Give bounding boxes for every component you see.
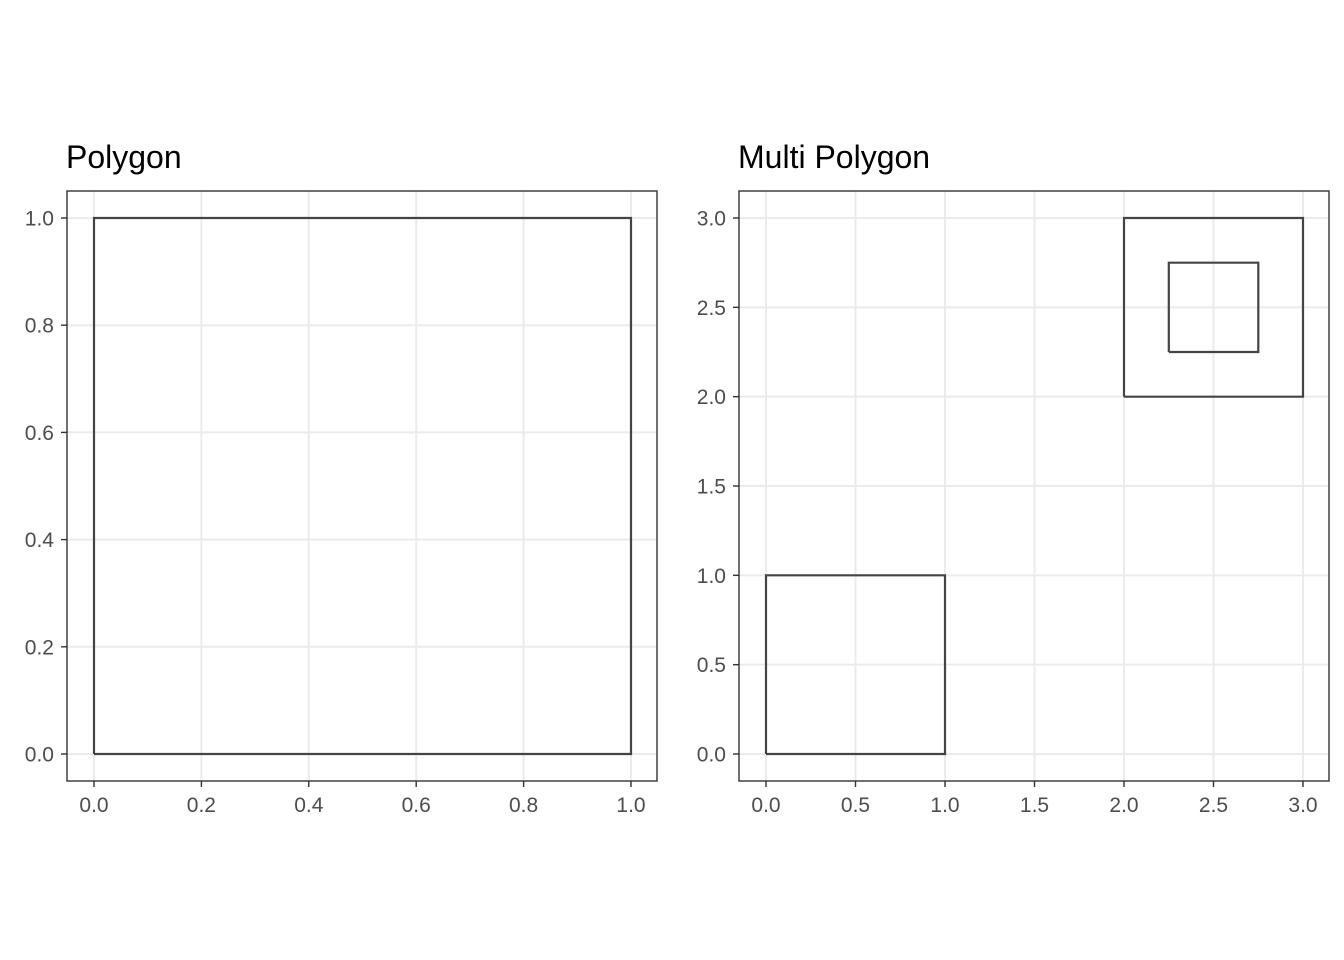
polygon-shape: [764, 574, 947, 756]
y-tick-label: 0.0: [697, 744, 726, 767]
plot-background: [67, 191, 657, 781]
x-tick-label: 2.0: [1109, 794, 1138, 817]
y-tick-label: 2.0: [697, 386, 726, 409]
y-tick-label: 0.4: [25, 529, 55, 552]
x-tick-label: 0.6: [402, 794, 431, 817]
y-tick-label: 1.5: [697, 476, 726, 499]
polygon-panel: 0.0 0.2 0.4 0.6 0.8 1.0 0.0 0.2 0.4 0.6 0.8 1.0 Poly…: [25, 139, 658, 817]
panel-title: Polygon: [66, 139, 182, 175]
polygon-shape: [1167, 261, 1260, 354]
x-tick-label: 3.0: [1288, 794, 1317, 817]
x-tick-label: 1.5: [1020, 794, 1049, 817]
y-tick-label: 0.5: [697, 654, 726, 677]
x-tick-label: 0.0: [79, 794, 108, 817]
x-tick-label: 0.4: [294, 794, 324, 817]
panel-border: [66, 190, 658, 782]
y-tick-label: 2.5: [697, 297, 726, 320]
x-tick-label: 0.0: [751, 794, 780, 817]
panel-title: Multi Polygon: [738, 139, 930, 175]
y-tick-label: 0.6: [25, 422, 54, 445]
y-tick-label: 0.2: [25, 636, 54, 659]
x-tick-label: 0.8: [509, 794, 538, 817]
y-tick-label: 3.0: [697, 208, 726, 231]
y-tick-label: 0.8: [25, 315, 54, 338]
y-tick-label: 0.0: [25, 744, 54, 767]
multi-polygon-panel: 0.0 0.5 1.0 1.5 2.0 2.5 3.0 0.0 0.5 1.0 1.5 2.0 2.5 3…: [697, 139, 1330, 817]
x-tick-label: 0.2: [187, 794, 216, 817]
y-tick-label: 1.0: [697, 565, 726, 588]
x-tick-label: 0.5: [841, 794, 870, 817]
polygon-shape: [1122, 216, 1305, 398]
x-tick-label: 2.5: [1199, 794, 1228, 817]
y-tick-label: 1.0: [25, 208, 54, 231]
x-tick-label: 1.0: [930, 794, 959, 817]
x-tick-label: 1.0: [616, 794, 645, 817]
polygon-shape: [92, 216, 633, 756]
